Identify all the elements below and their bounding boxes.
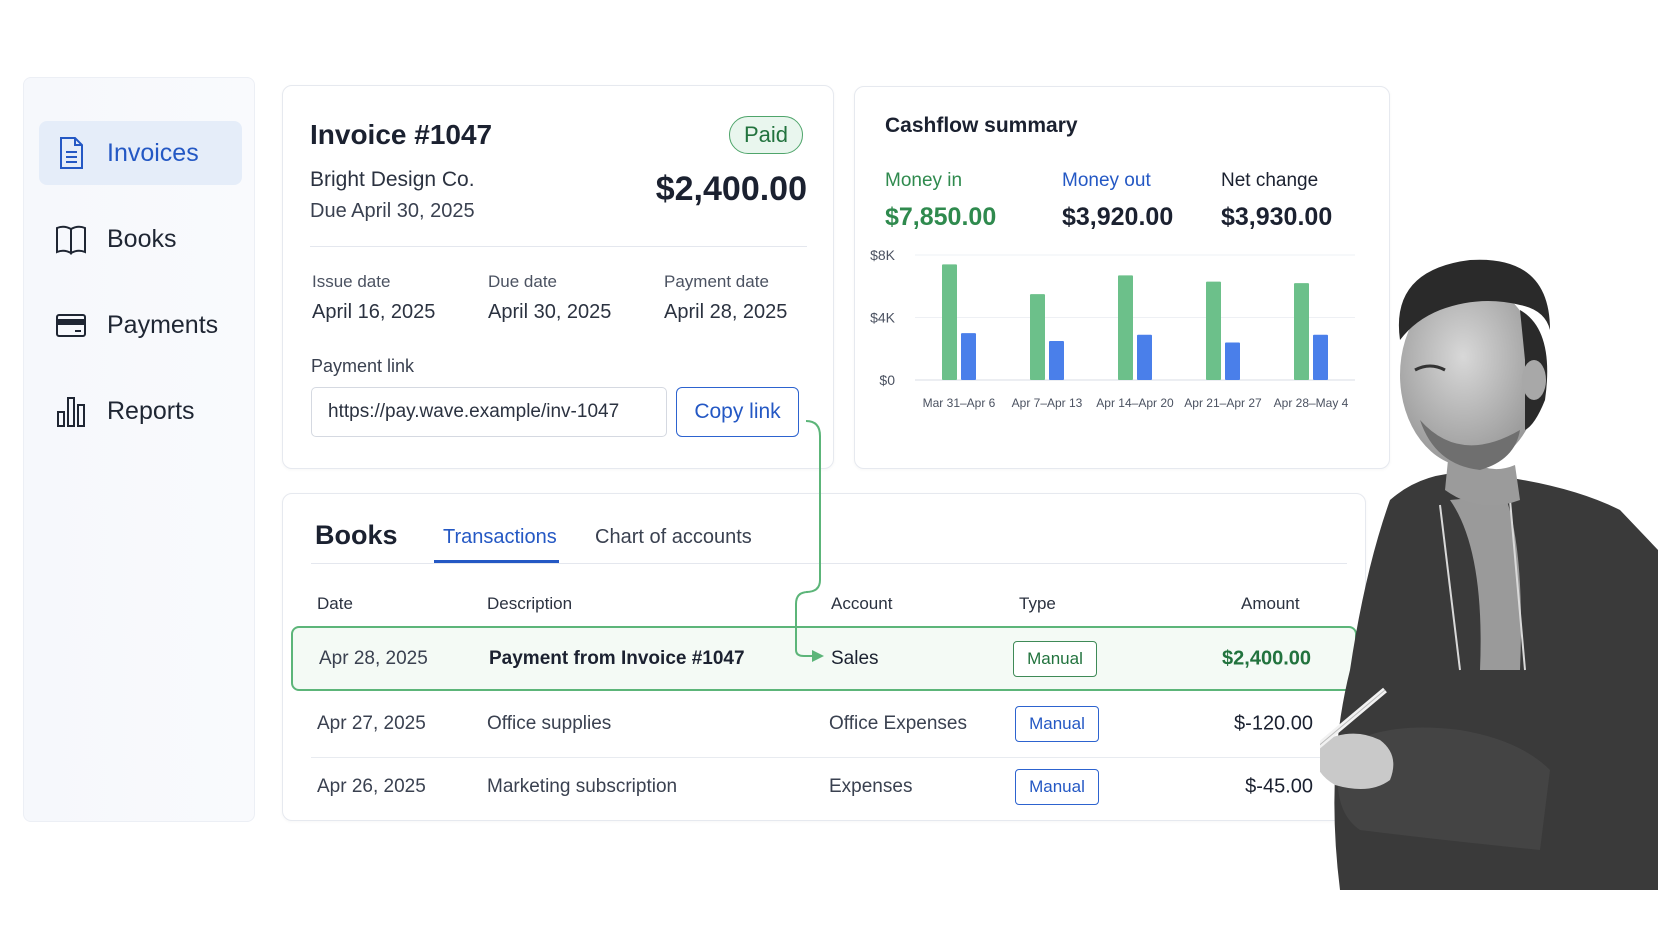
x-tick-label: Apr 7–Apr 13 bbox=[1012, 396, 1083, 410]
client-name: Bright Design Co. bbox=[310, 168, 475, 191]
money-out-value: $3,920.00 bbox=[1062, 203, 1174, 231]
row-account: Office Expenses bbox=[829, 712, 968, 734]
issue-date-label: Issue date bbox=[312, 272, 391, 291]
row-amount: $-45.00 bbox=[1245, 775, 1313, 797]
sidebar-item-label: Reports bbox=[107, 396, 195, 425]
row-description: Payment from Invoice #1047 bbox=[489, 647, 745, 669]
row-date: Apr 26, 2025 bbox=[317, 775, 426, 797]
y-tick-label: $8K bbox=[870, 247, 896, 263]
row-account: Sales bbox=[831, 647, 879, 669]
sidebar-item-reports[interactable]: Reports bbox=[39, 379, 242, 443]
divider bbox=[310, 246, 807, 247]
due-date-value: April 30, 2025 bbox=[488, 301, 612, 323]
money-in-label: Money in bbox=[885, 170, 963, 191]
issue-date-value: April 16, 2025 bbox=[312, 301, 436, 323]
table-row[interactable]: Apr 27, 2025 Office supplies Office Expe… bbox=[291, 691, 1357, 756]
cashflow-chart: $8K $4K $0 Mar 31–Apr 6 Apr 7–Apr 13 Apr 14–A… bbox=[870, 247, 1355, 410]
sidebar-item-label: Books bbox=[107, 224, 177, 253]
money-in-bar bbox=[1294, 283, 1309, 380]
sidebar-item-invoices[interactable]: Invoices bbox=[39, 121, 242, 185]
status-badge: Paid bbox=[729, 116, 803, 154]
money-in-bar bbox=[1118, 275, 1133, 380]
sidebar-item-label: Payments bbox=[107, 310, 219, 339]
money-in-bar bbox=[942, 264, 957, 380]
card-icon bbox=[54, 306, 88, 344]
payment-date-label: Payment date bbox=[664, 272, 769, 291]
money-out-bar bbox=[961, 333, 976, 380]
table-row[interactable]: Apr 28, 2025 Payment from Invoice #1047 … bbox=[291, 626, 1357, 691]
bar-chart-icon bbox=[54, 392, 88, 430]
tab-chart-of-accounts[interactable]: Chart of accounts bbox=[595, 526, 752, 548]
y-tick-label: $0 bbox=[879, 372, 895, 388]
divider bbox=[311, 757, 1347, 758]
row-type-badge[interactable]: Manual bbox=[1013, 640, 1097, 677]
books-card: Books Transactions Chart of accounts Dat… bbox=[282, 493, 1366, 821]
copy-link-button[interactable]: Copy link bbox=[676, 387, 799, 437]
column-header-amount: Amount bbox=[1241, 594, 1300, 613]
sidebar-item-label: Invoices bbox=[107, 138, 199, 167]
invoice-title: Invoice #1047 bbox=[310, 119, 493, 150]
money-in-bar bbox=[1030, 294, 1045, 380]
row-account: Expenses bbox=[829, 775, 913, 797]
row-description: Office supplies bbox=[487, 712, 612, 734]
column-header-date: Date bbox=[317, 594, 353, 613]
y-tick-label: $4K bbox=[870, 310, 896, 326]
sidebar-item-payments[interactable]: Payments bbox=[39, 293, 242, 357]
net-change-value: $3,930.00 bbox=[1221, 203, 1333, 231]
money-out-bar bbox=[1313, 334, 1328, 380]
due-line: Due April 30, 2025 bbox=[310, 200, 475, 222]
money-out-bar bbox=[1225, 342, 1240, 380]
row-amount: $-120.00 bbox=[1234, 712, 1313, 734]
x-tick-label: Apr 21–Apr 27 bbox=[1184, 396, 1262, 410]
books-title: Books bbox=[315, 520, 398, 550]
invoice-amount: $2,400.00 bbox=[655, 170, 807, 208]
money-in-bar bbox=[1206, 281, 1221, 380]
money-out-label: Money out bbox=[1062, 170, 1151, 191]
payment-date-value: April 28, 2025 bbox=[664, 301, 788, 323]
table-row[interactable]: Apr 26, 2025 Marketing subscription Expe… bbox=[291, 754, 1357, 819]
cashflow-title: Cashflow summary bbox=[885, 114, 1078, 137]
row-amount: $2,400.00 bbox=[1222, 647, 1311, 669]
person-illustration bbox=[1320, 259, 1658, 890]
net-change-label: Net change bbox=[1221, 170, 1319, 191]
active-tab-indicator bbox=[434, 560, 559, 563]
document-icon bbox=[54, 134, 88, 172]
row-date: Apr 27, 2025 bbox=[317, 712, 426, 734]
payment-link-label: Payment link bbox=[311, 356, 415, 376]
payment-link-input[interactable] bbox=[311, 387, 667, 437]
money-out-bar bbox=[1137, 334, 1152, 380]
row-type-badge[interactable]: Manual bbox=[1015, 705, 1099, 742]
x-tick-label: Mar 31–Apr 6 bbox=[923, 396, 996, 410]
cashflow-card: Cashflow summary Money in $7,850.00 Mone… bbox=[854, 86, 1390, 469]
column-header-description: Description bbox=[487, 594, 573, 613]
money-in-value: $7,850.00 bbox=[885, 203, 997, 231]
divider bbox=[311, 563, 1347, 564]
column-header-type: Type bbox=[1019, 594, 1056, 613]
tab-transactions[interactable]: Transactions bbox=[443, 526, 557, 548]
row-description: Marketing subscription bbox=[487, 775, 678, 797]
sidebar: Invoices Books Payments bbox=[23, 77, 255, 822]
row-date: Apr 28, 2025 bbox=[319, 647, 428, 669]
book-icon bbox=[54, 220, 88, 258]
money-out-bar bbox=[1049, 340, 1064, 380]
row-type-badge[interactable]: Manual bbox=[1015, 768, 1099, 805]
due-date-label: Due date bbox=[488, 272, 557, 291]
x-tick-label: Apr 14–Apr 20 bbox=[1096, 396, 1174, 410]
column-header-account: Account bbox=[831, 594, 893, 613]
x-tick-label: Apr 28–May 4 bbox=[1274, 396, 1349, 410]
invoice-card: Invoice #1047 Paid Bright Design Co. Due… bbox=[282, 85, 834, 469]
sidebar-item-books[interactable]: Books bbox=[39, 207, 242, 271]
